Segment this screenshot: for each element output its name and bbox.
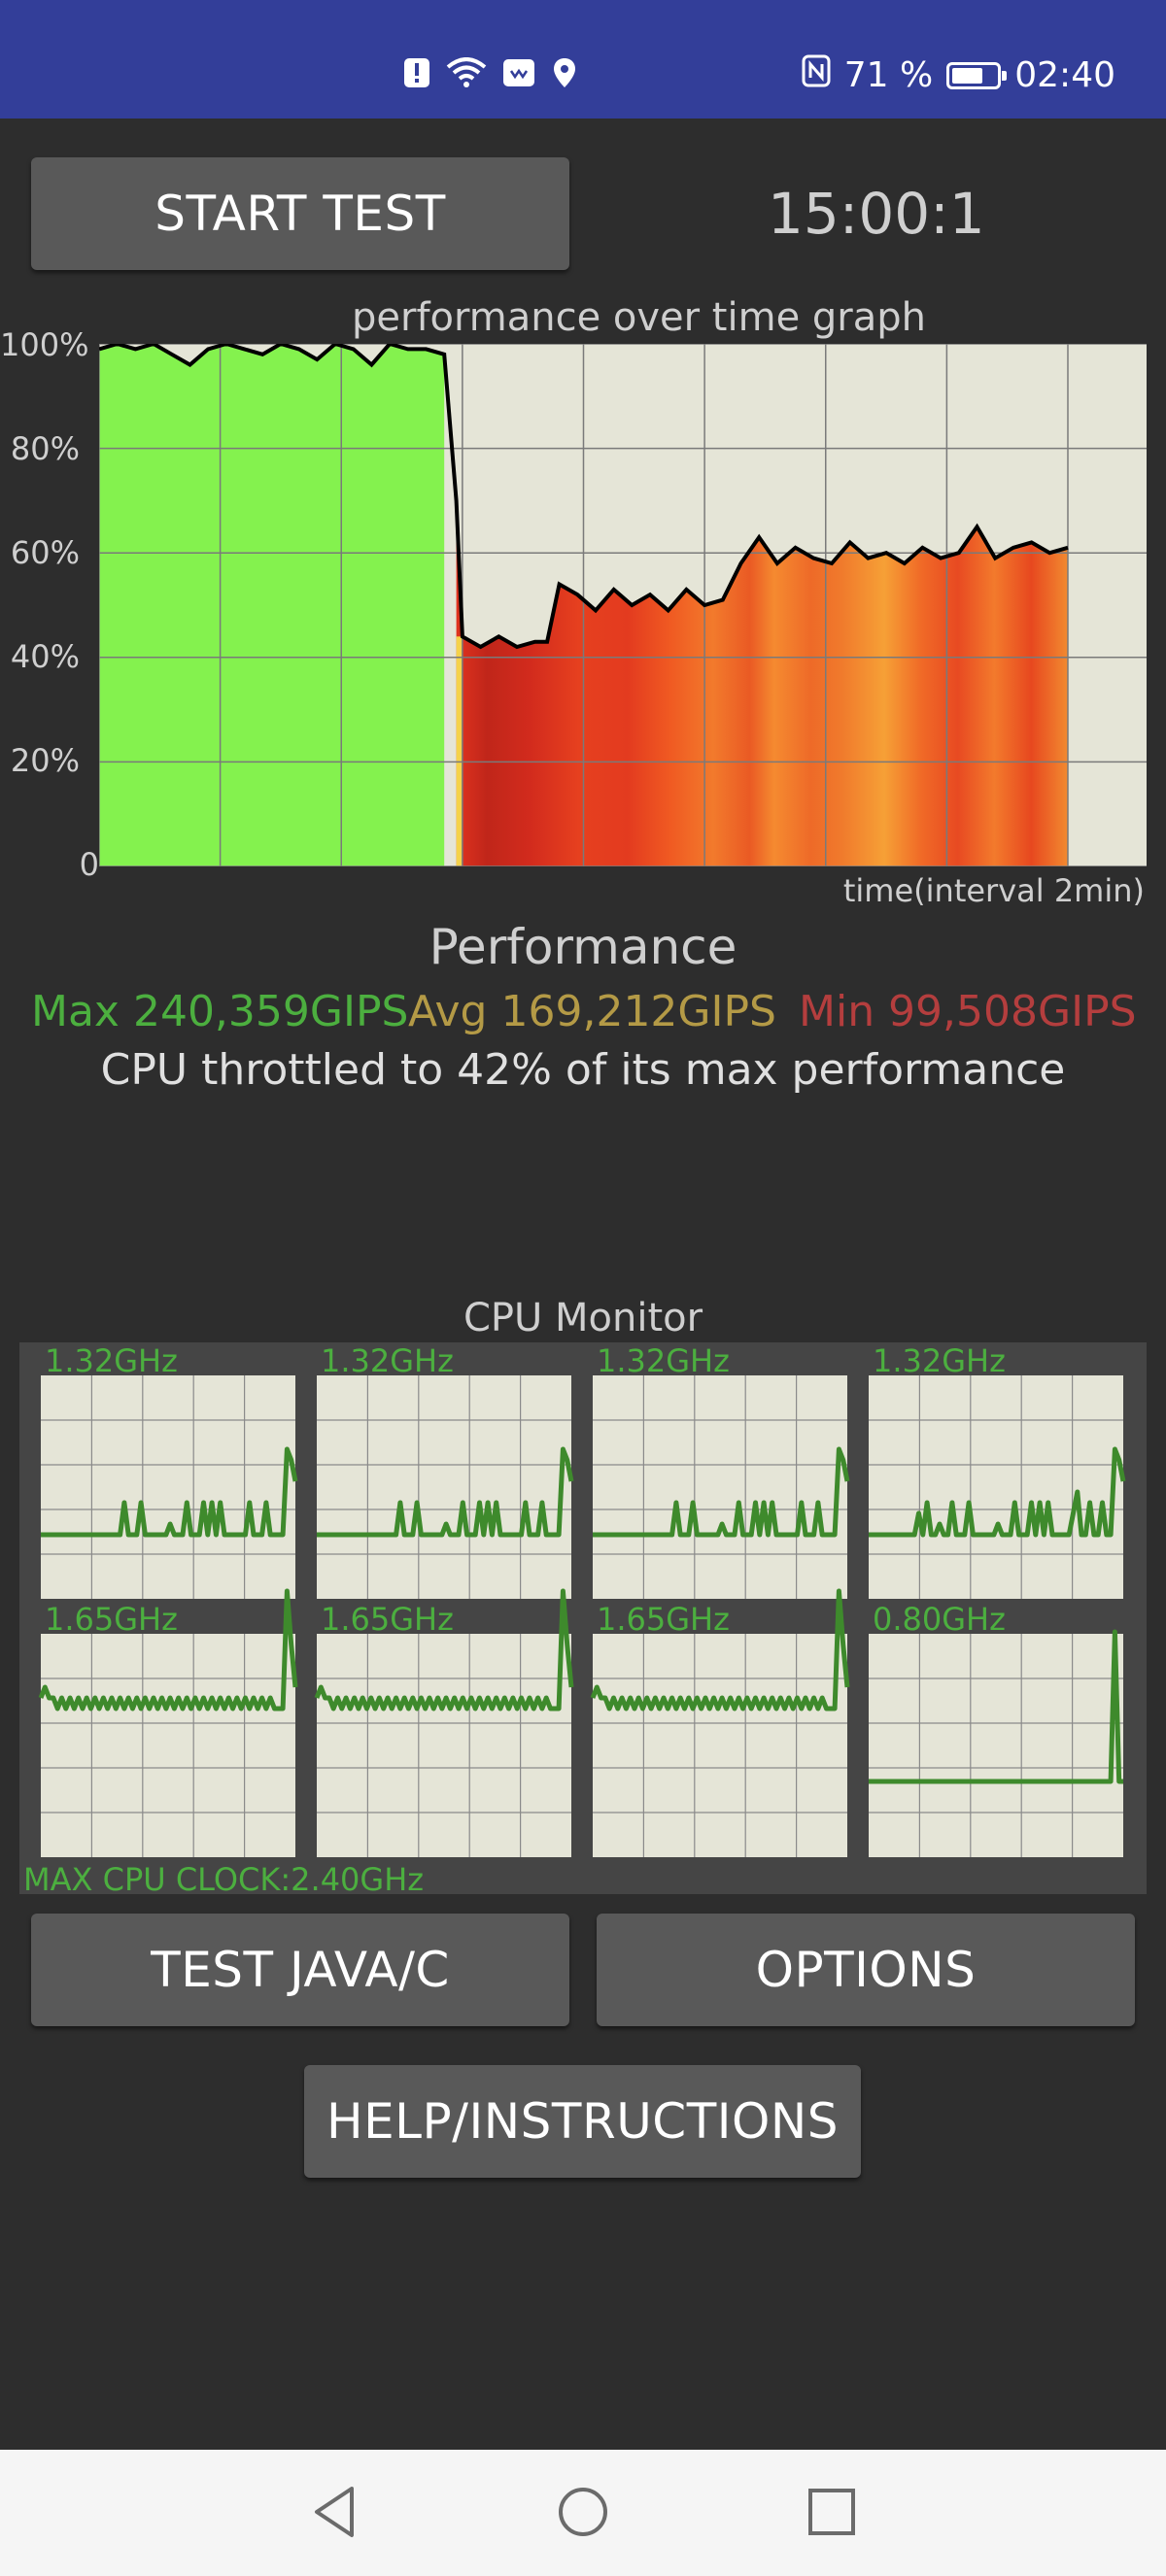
options-button[interactable]: OPTIONS <box>597 1914 1135 2026</box>
test-timer: 15:00:1 <box>768 181 985 247</box>
start-test-button[interactable]: START TEST <box>31 157 569 270</box>
huawei-share-icon <box>501 56 536 89</box>
core-6-graph <box>314 1588 574 1857</box>
core-6-trace <box>314 1588 574 1712</box>
battery-percent: 71 % <box>843 55 934 95</box>
help-instructions-button[interactable]: HELP/INSTRUCTIONS <box>304 2065 861 2178</box>
core-graph-background <box>317 1634 571 1857</box>
core-graph-background <box>41 1375 295 1599</box>
y-tick-40: 40% <box>10 638 80 675</box>
y-tick-80: 80% <box>10 430 80 467</box>
core-graph-background <box>869 1634 1123 1857</box>
core-8-trace <box>869 1629 1123 1784</box>
core-8-frequency: 0.80GHz <box>873 1601 1006 1638</box>
green-performance-area <box>99 344 445 866</box>
y-tick-100: 100% <box>0 326 89 363</box>
y-tick-0: 0 <box>79 846 99 883</box>
alert-icon <box>402 56 431 89</box>
core-3-trace <box>593 1446 850 1538</box>
core-5-frequency: 1.65GHz <box>45 1601 178 1638</box>
wifi-icon <box>445 56 488 89</box>
performance-graph <box>99 344 1147 866</box>
recents-icon[interactable] <box>806 2487 857 2537</box>
core-8-graph <box>869 1629 1123 1857</box>
core-2-graph <box>317 1375 574 1599</box>
x-axis-label: time(interval 2min) <box>842 872 1145 909</box>
performance-line <box>99 344 1069 650</box>
core-3-graph <box>593 1375 850 1599</box>
max-performance: Max 240,359GIPS <box>31 987 409 1036</box>
core-5-trace <box>38 1588 298 1712</box>
core-6-frequency: 1.65GHz <box>321 1601 454 1638</box>
battery-level <box>952 67 983 84</box>
core-5-graph <box>38 1588 298 1857</box>
y-tick-20: 20% <box>10 742 80 779</box>
status-bar: 71 % 02:40 <box>0 0 1166 119</box>
core-4-trace <box>869 1446 1126 1538</box>
graph-title: performance over time graph <box>352 295 926 340</box>
core-3-frequency: 1.32GHz <box>597 1342 730 1379</box>
cpu-core-graphs <box>38 1375 1126 1857</box>
test-java-c-button[interactable]: TEST JAVA/C <box>31 1914 569 2026</box>
core-7-frequency: 1.65GHz <box>597 1601 730 1638</box>
home-icon[interactable] <box>556 2485 610 2539</box>
core-4-graph <box>869 1375 1126 1599</box>
status-icons-right: 71 % 02:40 <box>802 54 1115 96</box>
battery-icon <box>946 61 1008 89</box>
core-4-frequency: 1.32GHz <box>873 1342 1006 1379</box>
throttle-text: CPU throttled to 42% of its max performa… <box>100 1045 1066 1095</box>
core-graph-background <box>593 1375 847 1599</box>
avg-performance: Avg 169,212GIPS <box>408 987 776 1036</box>
core-2-trace <box>317 1446 574 1538</box>
core-1-trace <box>41 1446 298 1538</box>
core-2-frequency: 1.32GHz <box>321 1342 454 1379</box>
cpu-monitor-title: CPU Monitor <box>463 1296 703 1340</box>
status-icons-left <box>402 56 579 89</box>
navigation-bar <box>0 2450 1166 2576</box>
core-1-frequency: 1.32GHz <box>45 1342 178 1379</box>
core-1-graph <box>41 1375 298 1599</box>
core-graph-background <box>41 1634 295 1857</box>
back-icon[interactable] <box>309 2485 363 2539</box>
core-7-graph <box>590 1588 850 1857</box>
performance-title: Performance <box>429 919 737 975</box>
throttled-performance-area <box>456 500 1069 866</box>
transition-band <box>456 636 463 866</box>
min-performance: Min 99,508GIPS <box>799 987 1137 1036</box>
max-cpu-clock: MAX CPU CLOCK:2.40GHz <box>23 1861 425 1898</box>
location-icon <box>550 56 579 89</box>
core-graph-background <box>593 1634 847 1857</box>
core-graph-background <box>317 1375 571 1599</box>
core-7-trace <box>590 1588 850 1712</box>
y-tick-60: 60% <box>10 534 80 571</box>
status-time: 02:40 <box>1014 55 1115 95</box>
core-graph-background <box>869 1375 1123 1599</box>
nfc-icon <box>802 54 831 96</box>
